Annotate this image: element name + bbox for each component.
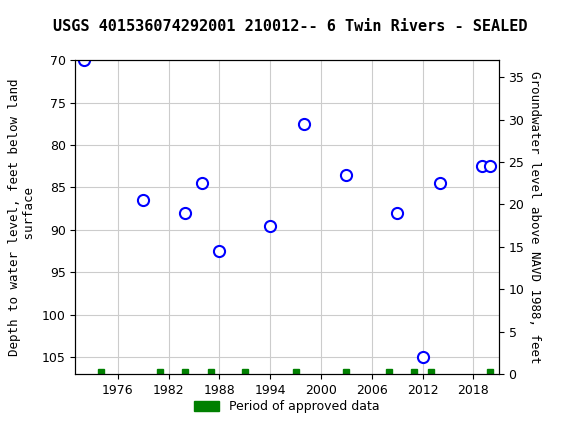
Y-axis label: Groundwater level above NAVD 1988, feet: Groundwater level above NAVD 1988, feet xyxy=(528,71,541,363)
Text: ▓USGS: ▓USGS xyxy=(12,8,70,31)
Text: USGS 401536074292001 210012-- 6 Twin Rivers - SEALED: USGS 401536074292001 210012-- 6 Twin Riv… xyxy=(53,19,527,34)
Legend: Period of approved data: Period of approved data xyxy=(189,395,385,418)
Y-axis label: Depth to water level, feet below land
 surface: Depth to water level, feet below land su… xyxy=(8,78,36,356)
